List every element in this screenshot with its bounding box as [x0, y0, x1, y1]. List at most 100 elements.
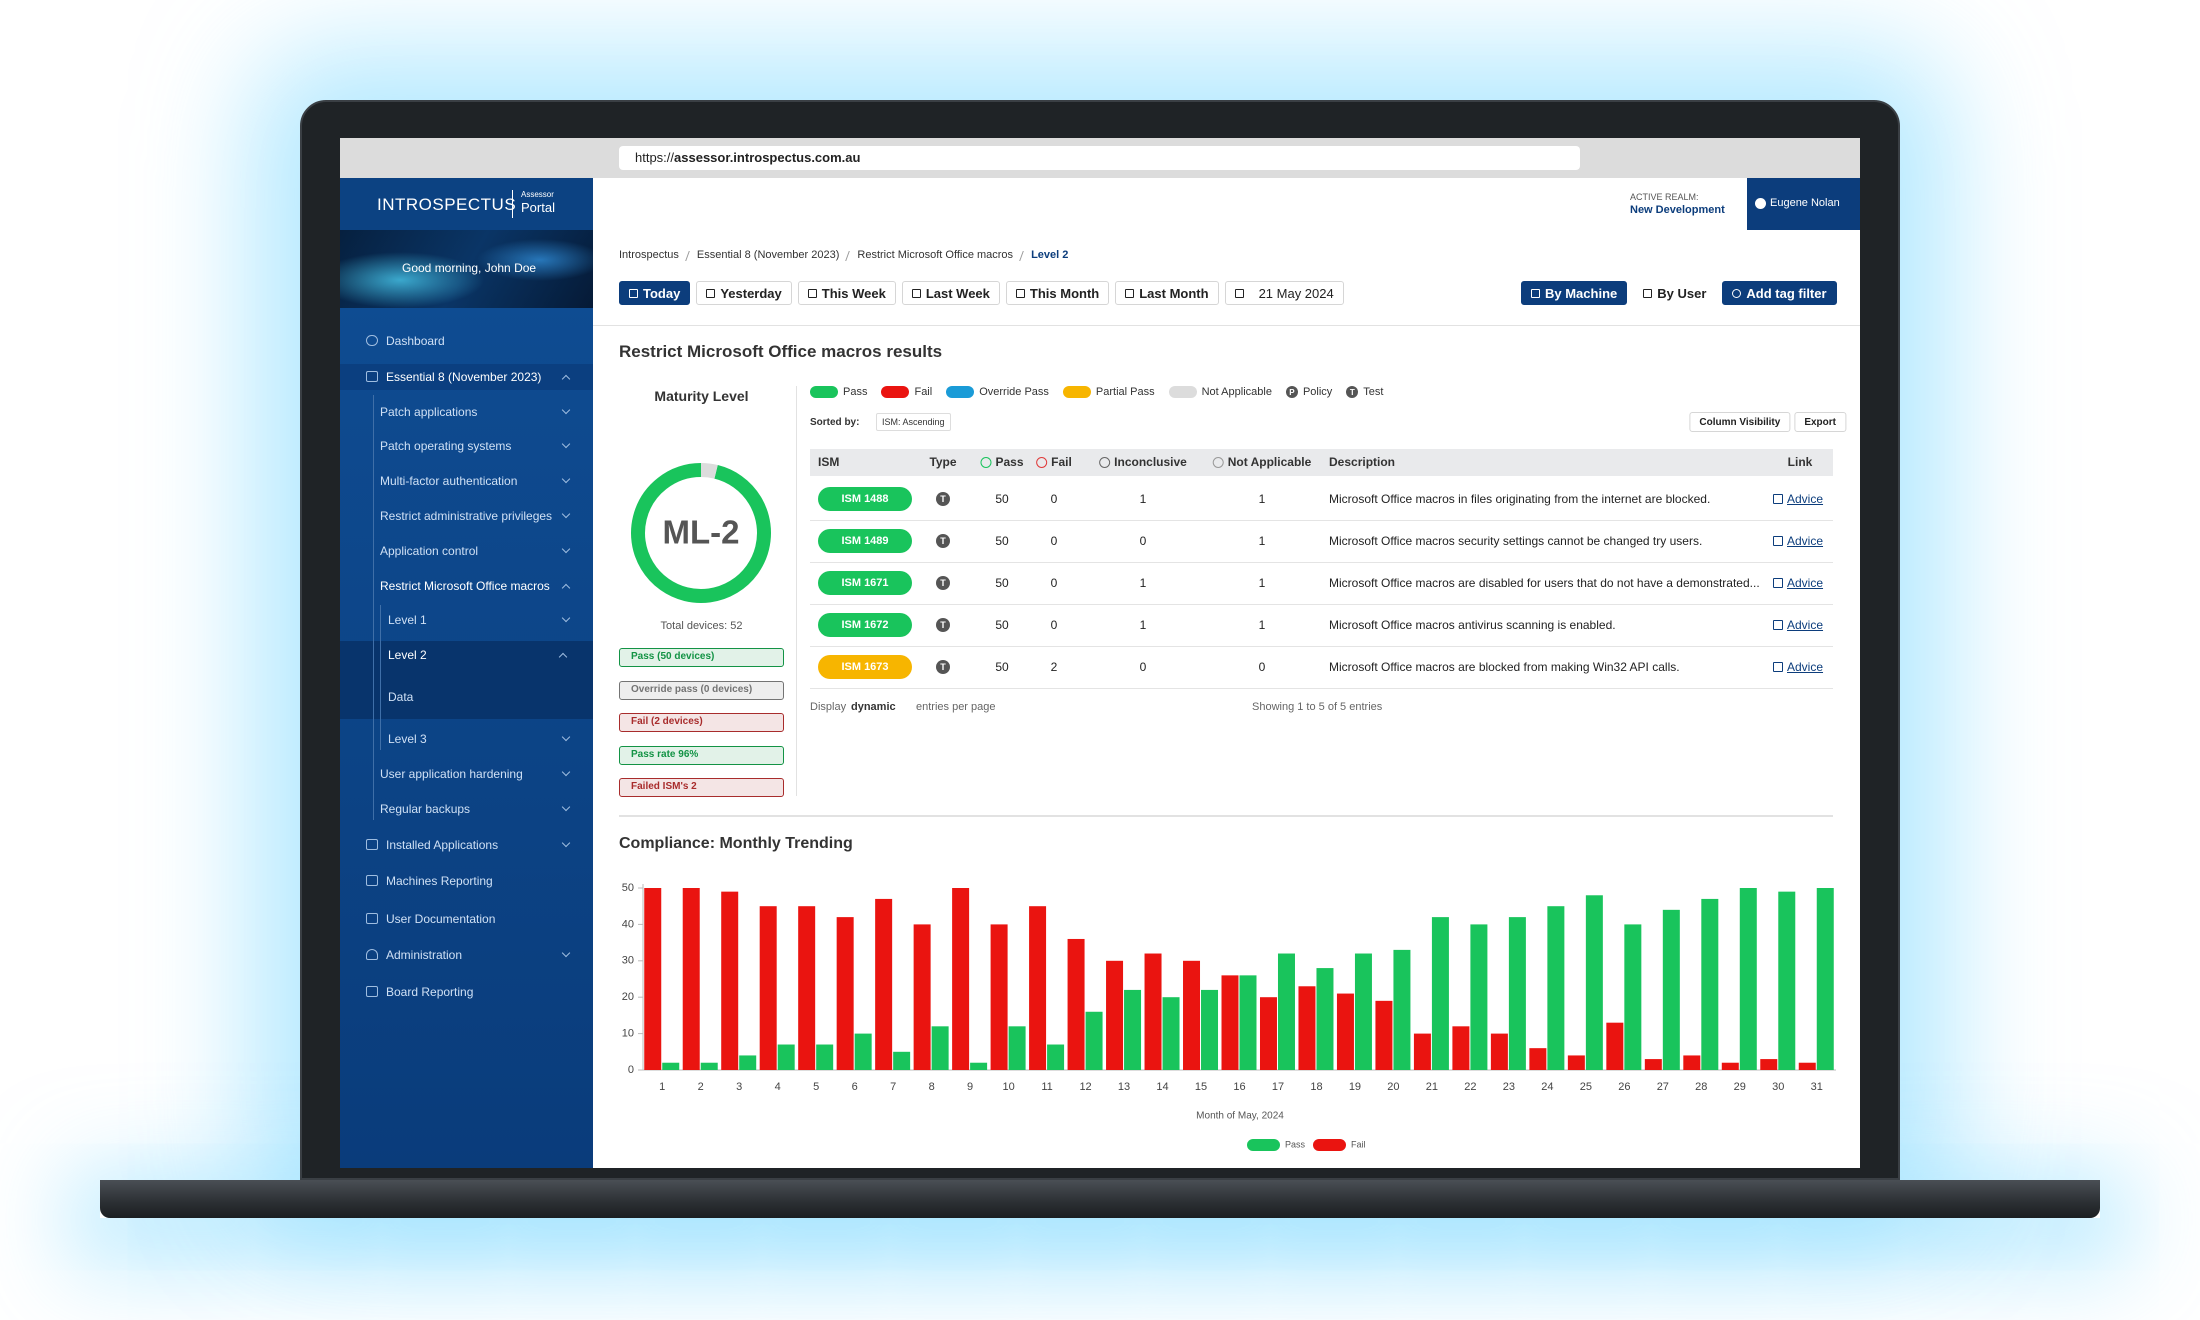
period-button[interactable]: Today: [619, 281, 691, 305]
user-menu[interactable]: Eugene Nolan: [1747, 178, 1860, 230]
period-button[interactable]: This Month: [1005, 281, 1110, 305]
nav-item[interactable]: Dashboard: [386, 334, 445, 348]
not-applicable-cell: 1: [1258, 618, 1266, 632]
x-tick-label: 24: [1541, 1081, 1553, 1093]
column-header[interactable]: ISM: [818, 455, 839, 469]
realm[interactable]: New Development: [1630, 204, 1725, 216]
ism-badge[interactable]: ISM 1488: [818, 487, 912, 511]
view-button[interactable]: Add tag filter: [1722, 281, 1837, 305]
nav-item[interactable]: User Documentation: [386, 912, 496, 926]
column-header[interactable]: Description: [1329, 455, 1395, 469]
period-button[interactable]: Yesterday: [696, 281, 792, 305]
ism-badge[interactable]: ISM 1673: [818, 655, 912, 679]
export[interactable]: Export: [1794, 412, 1846, 432]
fail-cell: 0: [1050, 618, 1058, 632]
breadcrumb[interactable]: Introspectus: [619, 249, 679, 261]
advice-link[interactable]: Advice: [1773, 618, 1823, 632]
column-header[interactable]: Not Applicable: [1212, 455, 1311, 469]
view-button[interactable]: By Machine: [1521, 281, 1628, 305]
x-tick-label: 5: [813, 1081, 819, 1093]
nav-item[interactable]: Patch applications: [380, 405, 478, 419]
display-value[interactable]: dynamic: [851, 701, 896, 713]
column-header[interactable]: Inconclusive: [1099, 455, 1187, 469]
breadcrumb[interactable]: Level 2: [1031, 249, 1069, 261]
url-bar[interactable]: https://assessor.introspectus.com.au: [619, 146, 1580, 170]
x-tick-label: 9: [967, 1081, 973, 1093]
y-tick-label: 20: [622, 991, 634, 1003]
bar: [1529, 1048, 1547, 1070]
ism-badge[interactable]: ISM 1671: [818, 571, 912, 595]
nav-item[interactable]: Installed Applications: [386, 838, 499, 852]
nav-item[interactable]: Multi-factor authentication: [380, 474, 518, 488]
fail-cell: 2: [1050, 660, 1058, 674]
bar: [1683, 1055, 1701, 1070]
screen: [340, 138, 1860, 1168]
row-separator: [810, 604, 1833, 605]
advice-link[interactable]: Advice: [1773, 492, 1823, 506]
ism-badge[interactable]: ISM 1672: [818, 613, 912, 637]
x-tick-label: 26: [1618, 1081, 1630, 1093]
nav-item[interactable]: Level 3: [388, 732, 427, 746]
bar: [1644, 1059, 1662, 1070]
bar: [1375, 1000, 1393, 1070]
nav-item[interactable]: Level 1: [388, 613, 427, 627]
nav-item[interactable]: Restrict administrative privileges: [380, 509, 553, 523]
inconclusive-cell: 1: [1139, 576, 1147, 590]
nav-item[interactable]: Application control: [380, 544, 479, 558]
x-tick-label: 20: [1387, 1081, 1399, 1093]
breadcrumb[interactable]: Restrict Microsoft Office macros: [857, 249, 1014, 261]
chart-title: Compliance: Monthly Trending: [619, 835, 853, 852]
nav-item[interactable]: Patch operating systems: [380, 439, 512, 453]
advice-link[interactable]: Advice: [1773, 660, 1823, 674]
nav-item[interactable]: Data: [388, 690, 414, 704]
maturity-badge: Pass (50 devices): [619, 648, 784, 667]
sorted-label: Sorted by:: [810, 417, 860, 428]
nav-item[interactable]: Board Reporting: [386, 985, 474, 999]
nav-item[interactable]: Machines Reporting: [386, 874, 493, 888]
user-name: Eugene Nolan: [1770, 197, 1840, 209]
banner: Good morning, John Doe: [340, 230, 593, 308]
header-icon: [980, 456, 992, 468]
ism-badge[interactable]: ISM 1489: [818, 529, 912, 553]
bar: [1798, 1062, 1816, 1070]
period-label: Today: [643, 285, 681, 301]
total-devices: Total devices: 52: [660, 620, 743, 632]
legend-label: Override Pass: [979, 386, 1049, 398]
sorted-by[interactable]: ISM: Ascending: [876, 413, 951, 431]
nav-item[interactable]: Level 2: [388, 648, 427, 662]
legend-label: Fail: [914, 386, 933, 398]
period-button[interactable]: Last Week: [901, 281, 1000, 305]
x-tick-label: 19: [1349, 1081, 1361, 1093]
period-button[interactable]: This Week: [797, 281, 896, 305]
bar: [1008, 1026, 1026, 1070]
bar: [1183, 960, 1201, 1070]
advice-link[interactable]: Advice: [1773, 576, 1823, 590]
maturity-level: ML-2: [663, 514, 740, 551]
nav-item[interactable]: Administration: [386, 948, 463, 962]
legend-swatch: [810, 386, 838, 398]
column-header[interactable]: Pass: [980, 455, 1024, 469]
nav-item[interactable]: Regular backups: [380, 802, 471, 816]
column-header[interactable]: Type: [929, 455, 956, 469]
view-icon: [1531, 288, 1540, 298]
column-header[interactable]: Fail: [1036, 455, 1072, 469]
legend-item: Override Pass: [946, 386, 1049, 398]
type-icon: T: [936, 660, 950, 674]
column-visibility[interactable]: Column Visibility: [1689, 412, 1791, 432]
x-tick-label: 14: [1156, 1081, 1168, 1093]
legend-label: Test: [1363, 386, 1384, 398]
bar: [952, 888, 970, 1070]
breadcrumb[interactable]: Essential 8 (November 2023): [696, 249, 840, 261]
x-tick-label: 27: [1657, 1081, 1669, 1093]
nav-item[interactable]: User application hardening: [380, 767, 523, 781]
bar: [1701, 898, 1719, 1070]
calendar-icon: [807, 288, 817, 298]
bar: [644, 888, 662, 1070]
nav-item[interactable]: Restrict Microsoft Office macros: [380, 579, 550, 593]
advice-link[interactable]: Advice: [1773, 534, 1823, 548]
period-button[interactable]: Last Month: [1115, 281, 1219, 305]
date-picker[interactable]: 21 May 2024: [1224, 281, 1344, 305]
bar: [1393, 949, 1411, 1070]
view-button[interactable]: By User: [1633, 281, 1717, 305]
nav-item[interactable]: Essential 8 (November 2023): [386, 370, 542, 384]
